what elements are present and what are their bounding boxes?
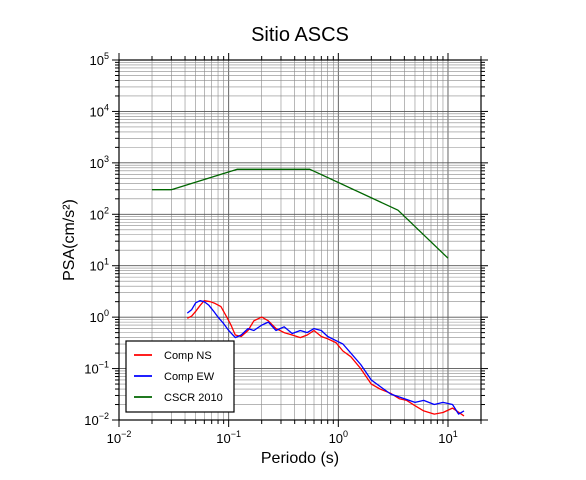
- y-tick-label: 105: [90, 51, 109, 68]
- x-tick-label: 10−2: [107, 429, 132, 446]
- y-axis-label: PSA(cm/s²): [61, 199, 78, 281]
- legend-label: Comp NS: [164, 350, 212, 362]
- y-tick-label: 104: [90, 102, 109, 119]
- series-line-3: [152, 168, 449, 259]
- y-tick-label: 10−2: [84, 411, 109, 428]
- legend: Comp NS Comp EW CSCR 2010: [125, 340, 235, 413]
- series-lines: [152, 168, 465, 417]
- legend-label: CSCR 2010: [164, 392, 223, 404]
- legend-label: Comp EW: [164, 371, 215, 383]
- chart-title: Sitio ASCS: [251, 24, 349, 46]
- x-tick-label: 100: [329, 429, 348, 446]
- y-tick-label: 100: [90, 308, 109, 325]
- plot-frame: [118, 59, 482, 421]
- y-tick-label: 102: [90, 205, 109, 222]
- x-axis-label: Periodo (s): [261, 450, 339, 467]
- y-tick-label: 101: [90, 257, 109, 274]
- axis-ticks: 10−2 10−1 100 101 10−2 10−1 100 101 102 103 104 105: [84, 51, 488, 446]
- y-tick-label: 10−1: [84, 360, 109, 377]
- grid: [118, 59, 482, 421]
- x-tick-label: 10−1: [216, 429, 241, 446]
- series-line-1: [187, 299, 465, 417]
- series-line-2: [186, 299, 465, 415]
- x-tick-label: 101: [438, 429, 457, 446]
- y-tick-label: 103: [90, 154, 109, 171]
